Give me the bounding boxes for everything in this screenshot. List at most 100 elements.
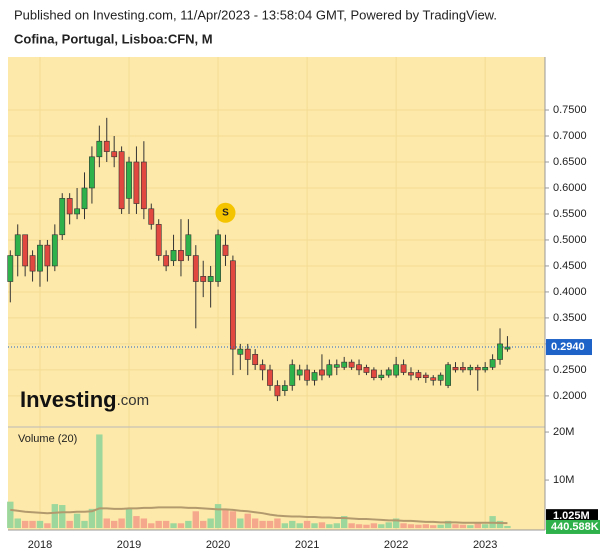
logo-name: Investing <box>20 387 117 412</box>
volume-ma-line <box>10 506 508 525</box>
volume-bar <box>467 525 474 529</box>
candle-body <box>178 250 184 262</box>
marks: S <box>7 117 511 529</box>
candle-body <box>504 346 511 350</box>
candle-body <box>74 208 80 215</box>
volume-bar <box>266 520 274 529</box>
volume-bar <box>88 508 96 529</box>
candle-body <box>37 244 43 272</box>
symbol-title: Cofina, Portugal, Lisboa:CFN, M <box>14 31 213 46</box>
candle-body <box>222 244 229 256</box>
x-tick-label: 2019 <box>117 539 141 551</box>
volume-bar <box>422 524 430 529</box>
candle-body <box>497 343 503 360</box>
candle-body <box>281 385 288 391</box>
y-tick-label: 0.7500 <box>553 104 587 116</box>
candle-body <box>341 361 348 368</box>
candle-body <box>148 208 155 225</box>
candle-body <box>44 244 51 267</box>
candle-body <box>430 377 437 381</box>
volume-bar <box>170 523 177 529</box>
volume-bar <box>318 522 326 529</box>
volume-bar <box>214 504 222 529</box>
volume-bar <box>125 508 133 529</box>
candle-body <box>437 374 444 381</box>
volume-bar <box>177 523 185 529</box>
volume-bar <box>51 504 59 529</box>
candle-body <box>215 234 221 282</box>
candle-body <box>348 361 355 368</box>
volume-bar <box>118 518 125 529</box>
volume-bar <box>341 516 348 529</box>
candle-body <box>319 369 325 376</box>
y-tick-label: 0.5000 <box>553 234 587 246</box>
last-volume-label: 440.588K <box>551 521 599 533</box>
candle-body <box>289 364 296 386</box>
volume-bar <box>474 523 481 529</box>
grid <box>8 57 545 530</box>
candle-body <box>408 372 414 376</box>
published-note: Published on Investing.com, 11/Apr/2023 … <box>14 7 497 22</box>
volume-bar <box>303 520 311 529</box>
candle-body <box>51 234 58 267</box>
logo-suffix: .com <box>117 392 150 409</box>
y-tick-label: 0.4500 <box>553 260 587 272</box>
volume-bar <box>103 518 110 529</box>
candle-body <box>103 140 110 152</box>
candle-body <box>356 364 362 371</box>
candle-body <box>126 161 132 199</box>
candle-body <box>155 224 162 256</box>
volume-bar <box>59 505 66 529</box>
volume-bar <box>452 524 459 529</box>
volume-bar <box>251 518 259 529</box>
candle-body <box>96 140 103 158</box>
x-tick-label: 2018 <box>28 539 52 551</box>
candle-body <box>304 369 310 381</box>
volume-bar <box>110 520 118 529</box>
candle-body <box>274 385 281 397</box>
candle-body <box>200 276 207 282</box>
candle-body <box>140 161 147 210</box>
volume-bar <box>378 524 385 529</box>
candle-body <box>170 250 177 262</box>
volume-bar <box>444 520 452 529</box>
volume-bar <box>481 524 489 529</box>
candle-body <box>237 348 244 355</box>
volume-bar <box>140 518 148 529</box>
y-tick-label: 0.7000 <box>553 130 587 142</box>
x-tick-label: 2023 <box>473 539 497 551</box>
event-label: S <box>222 207 229 218</box>
volume-bar <box>296 523 303 529</box>
last-value-box <box>546 339 592 356</box>
candle-body <box>133 161 140 204</box>
candle-body <box>296 369 303 376</box>
volume-bar <box>289 520 296 529</box>
volume-bar <box>415 524 422 529</box>
candle-body <box>7 255 14 282</box>
volume-bar <box>229 511 237 529</box>
volume-bar <box>207 518 214 529</box>
volume-bar <box>192 511 199 529</box>
volume-bar <box>333 523 340 529</box>
candle-body <box>192 255 199 282</box>
candle-body <box>363 367 370 373</box>
volume-bar <box>348 523 355 529</box>
volume-bar <box>162 520 170 529</box>
candle-body <box>474 367 481 371</box>
candle-body <box>81 187 88 210</box>
volume-bar <box>459 524 467 529</box>
candle-body <box>482 367 489 371</box>
candle-body <box>29 255 36 272</box>
volume-bar <box>430 525 437 529</box>
candle-body <box>267 369 273 386</box>
volume-bar <box>155 520 162 529</box>
last-volume-box <box>546 519 600 534</box>
volume-bar <box>363 524 370 529</box>
candle-body <box>22 234 29 267</box>
candle-body <box>422 374 429 379</box>
volume-bar <box>437 524 444 529</box>
volume-bar <box>44 523 51 529</box>
y-tick-label: 0.2000 <box>553 390 587 402</box>
volume-bar <box>400 523 407 529</box>
